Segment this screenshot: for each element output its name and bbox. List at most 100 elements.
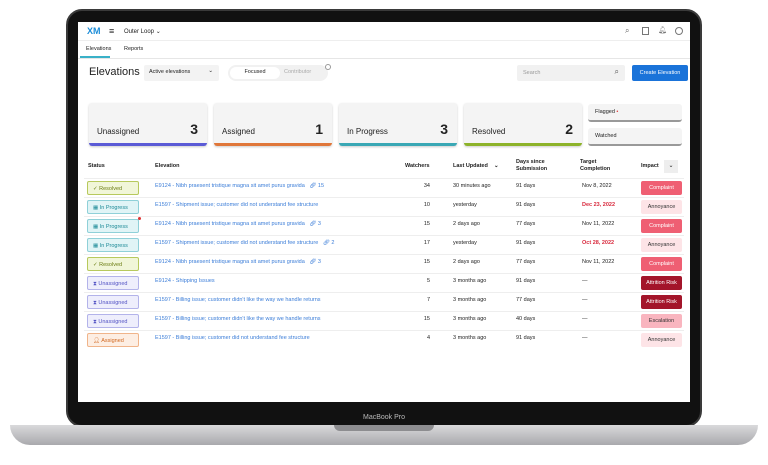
impact-badge[interactable]: Annoyance: [641, 200, 682, 214]
impact-badge[interactable]: Attrition Risk: [641, 276, 682, 290]
watchers-count: 15: [423, 221, 430, 227]
tab-reports[interactable]: Reports: [124, 46, 144, 52]
project-selector[interactable]: Outer Loop ⌄: [124, 29, 161, 35]
filter-dropdown[interactable]: Active elevations ⌄: [144, 65, 219, 81]
app-screen: XM ≡ Outer Loop ⌄ ⌕ 🔔︎ Elevations Report…: [78, 22, 690, 402]
table-row[interactable]: ▦ In Progress E1597 - Shipment issue; cu…: [84, 197, 684, 216]
impact-badge[interactable]: Complaint: [641, 257, 682, 271]
impact-badge[interactable]: Complaint: [641, 219, 682, 233]
days-since-submission: 77 days: [516, 297, 536, 303]
card-count: 1: [315, 121, 323, 137]
table-row[interactable]: ▦ In Progress E9124 - Nibh praesent tris…: [84, 216, 684, 235]
tab-bar: Elevations Reports: [78, 41, 690, 59]
table-row[interactable]: ▦ In Progress E1597 - Shipment issue; cu…: [84, 235, 684, 254]
status-badge[interactable]: ▦ In Progress: [87, 200, 139, 214]
status-card-in-progress[interactable]: In Progress 3: [339, 103, 457, 146]
table-row[interactable]: ⧗ Unassigned E9124 - Shipping Issues 5 3…: [84, 273, 684, 292]
menu-icon[interactable]: ≡: [109, 26, 115, 36]
target-completion: —: [582, 316, 588, 322]
col-status[interactable]: Status: [88, 163, 105, 169]
impact-badge[interactable]: Escalation: [641, 314, 682, 328]
tab-elevations[interactable]: Elevations: [86, 46, 112, 52]
linked-count: 3: [317, 259, 321, 265]
status-card-unassigned[interactable]: Unassigned 3: [89, 103, 207, 146]
impact-badge[interactable]: Annoyance: [641, 333, 682, 347]
elevation-title: E1597 - Shipment issue; customer did not…: [155, 202, 319, 208]
status-badge[interactable]: ⧗ Unassigned: [87, 314, 139, 328]
status-badge[interactable]: 👤︎ Assigned: [87, 333, 139, 347]
linked-icon: 🔗︎: [322, 240, 330, 246]
create-elevation-button[interactable]: Create Elevation: [632, 65, 688, 81]
download-icon[interactable]: [642, 27, 649, 35]
elevation-link[interactable]: E9124 - Shipping Issues: [155, 278, 215, 284]
watchers-count: 4: [426, 335, 430, 341]
card-count: 3: [190, 121, 198, 137]
status-badge[interactable]: ▦ In Progress: [87, 238, 139, 252]
watchers-count: 17: [423, 240, 430, 246]
bell-icon[interactable]: 🔔︎: [658, 27, 667, 34]
linked-count: 3: [317, 221, 321, 227]
status-badge[interactable]: ⧗ Unassigned: [87, 295, 139, 309]
flagged-filter[interactable]: Flagged •: [588, 104, 682, 122]
elevation-title: E1597 - Billing issue; customer did not …: [155, 335, 310, 341]
toggle-contributor[interactable]: Contributor: [284, 69, 312, 75]
status-card-assigned[interactable]: Assigned 1: [214, 103, 332, 146]
elevation-link[interactable]: E9124 - Nibh praesent tristique magna si…: [155, 221, 321, 227]
status-badge[interactable]: ⧗ Unassigned: [87, 276, 139, 290]
status-badge[interactable]: ✓ Resolved: [87, 257, 139, 271]
last-updated: 3 months ago: [453, 335, 487, 341]
status-card-resolved[interactable]: Resolved 2: [464, 103, 582, 146]
watchers-count: 15: [423, 316, 430, 322]
linked-icon: 🔗︎: [309, 259, 317, 265]
last-updated: 2 days ago: [453, 221, 480, 227]
col-last-updated[interactable]: Last Updated ⌄: [453, 163, 499, 169]
view-toggle[interactable]: Focused Contributor: [228, 65, 328, 81]
impact-badge[interactable]: Complaint: [641, 181, 682, 195]
elevation-link[interactable]: E1597 - Shipment issue; customer did not…: [155, 240, 334, 246]
elevation-link[interactable]: E1597 - Billing issue; customer didn't l…: [155, 297, 321, 303]
status-label: In Progress: [99, 205, 128, 211]
filter-value: Active elevations: [149, 69, 191, 75]
card-color-bar: [214, 143, 332, 146]
col-impact[interactable]: Impact: [641, 163, 659, 169]
elevation-title: E9124 - Nibh praesent tristique magna si…: [155, 221, 305, 227]
info-icon[interactable]: [325, 64, 331, 70]
card-color-bar: [89, 143, 207, 146]
days-since-submission: 91 days: [516, 202, 536, 208]
elevation-link[interactable]: E1597 - Billing issue; customer didn't l…: [155, 316, 321, 322]
card-label: Unassigned: [97, 127, 140, 136]
search-input[interactable]: Search ⌕: [517, 65, 625, 81]
table-row[interactable]: ⧗ Unassigned E1597 - Billing issue; cust…: [84, 292, 684, 311]
xm-logo[interactable]: XM: [87, 26, 101, 36]
table-row[interactable]: ✓ Resolved E9124 - Nibh praesent tristiq…: [84, 254, 684, 273]
elevation-title: E9124 - Nibh praesent tristique magna si…: [155, 183, 305, 189]
column-menu-button[interactable]: ⌄: [664, 160, 678, 173]
elevation-link[interactable]: E1597 - Shipment issue; customer did not…: [155, 202, 318, 208]
status-badge[interactable]: ✓ Resolved: [87, 181, 139, 195]
table-row[interactable]: ⧗ Unassigned E1597 - Billing issue; cust…: [84, 311, 684, 330]
top-bar: XM ≡ Outer Loop ⌄ ⌕ 🔔︎: [78, 22, 690, 41]
col-days[interactable]: Days since Submission: [516, 159, 548, 172]
status-label: In Progress: [99, 243, 128, 249]
elevation-link[interactable]: E9124 - Nibh praesent tristique magna si…: [155, 259, 321, 265]
elevation-title: E9124 - Shipping Issues: [155, 278, 215, 284]
status-badge[interactable]: ▦ In Progress: [87, 217, 141, 233]
card-color-bar: [464, 143, 582, 146]
search-icon[interactable]: ⌕: [625, 26, 630, 35]
days-since-submission: 91 days: [516, 335, 536, 341]
table-row[interactable]: 👤︎ Assigned E1597 - Billing issue; custo…: [84, 330, 684, 349]
col-watchers[interactable]: Watchers: [405, 163, 430, 169]
col-target[interactable]: Target Completion: [580, 159, 611, 172]
toggle-focused[interactable]: Focused: [230, 67, 280, 79]
laptop-base: [10, 425, 758, 445]
status-icon: ✓: [93, 262, 98, 268]
watched-filter[interactable]: Watched: [588, 128, 682, 146]
elevation-link[interactable]: E9124 - Nibh praesent tristique magna si…: [155, 183, 324, 189]
impact-badge[interactable]: Annoyance: [641, 238, 682, 252]
elevation-link[interactable]: E1597 - Billing issue; customer did not …: [155, 335, 310, 341]
table-row[interactable]: ✓ Resolved E9124 - Nibh praesent tristiq…: [84, 178, 684, 197]
user-icon[interactable]: [675, 27, 683, 35]
target-completion: Dec 23, 2022: [582, 202, 616, 208]
impact-badge[interactable]: Attrition Risk: [641, 295, 682, 309]
col-elevation[interactable]: Elevation: [155, 163, 180, 169]
